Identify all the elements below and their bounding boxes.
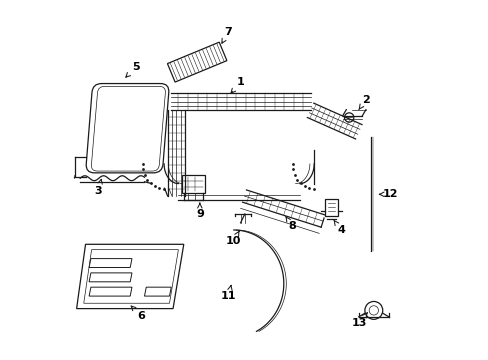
PathPatch shape <box>86 84 168 173</box>
Text: 2: 2 <box>358 95 369 110</box>
Polygon shape <box>89 258 132 267</box>
Text: 5: 5 <box>125 63 139 77</box>
Text: 12: 12 <box>379 189 397 199</box>
Polygon shape <box>89 287 132 296</box>
Text: 11: 11 <box>220 285 236 301</box>
Text: 6: 6 <box>131 306 144 321</box>
Text: 7: 7 <box>222 27 232 43</box>
Text: 4: 4 <box>333 220 344 235</box>
Text: 10: 10 <box>225 231 240 247</box>
Text: 8: 8 <box>285 216 296 231</box>
Polygon shape <box>167 42 226 82</box>
Text: 1: 1 <box>230 77 244 93</box>
Polygon shape <box>77 244 183 309</box>
Polygon shape <box>144 287 171 296</box>
Text: 13: 13 <box>351 313 366 328</box>
Bar <box>324 199 338 216</box>
Text: 3: 3 <box>94 179 102 196</box>
Bar <box>182 175 205 193</box>
Text: 9: 9 <box>196 203 203 219</box>
Polygon shape <box>89 273 132 282</box>
